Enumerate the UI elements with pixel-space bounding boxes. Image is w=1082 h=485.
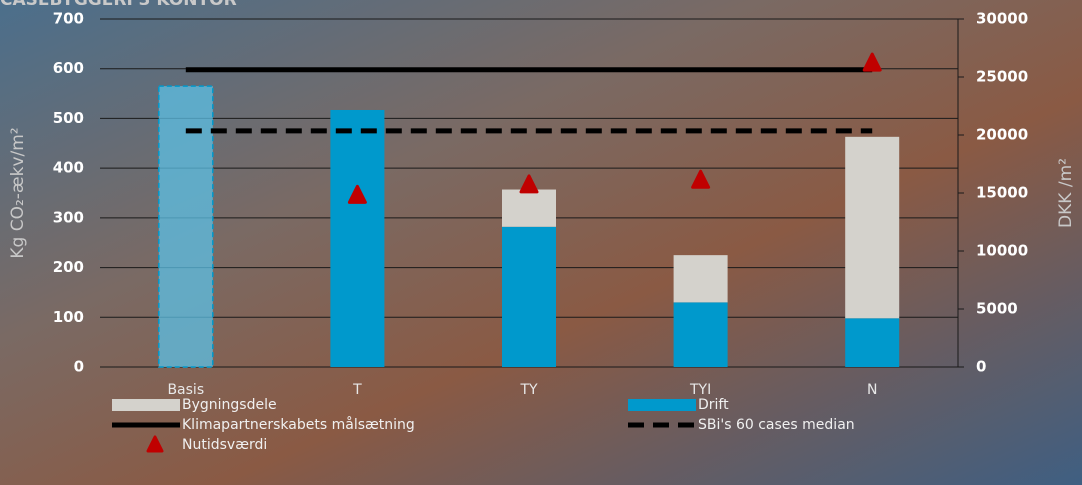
bar: [845, 136, 900, 319]
marker: [691, 169, 711, 189]
legend-label: Klimapartnerskabets målsætning: [182, 416, 415, 433]
y2-tick-label: 0: [976, 358, 986, 376]
legend-swatch: [146, 435, 164, 453]
y-tick-label: 700: [53, 10, 84, 28]
bar: [502, 189, 556, 227]
bar: [673, 302, 728, 367]
bar: [330, 109, 385, 367]
legend-swatch: [628, 399, 696, 411]
legend-label: Drift: [698, 397, 729, 413]
chart-title: CASEBYGGERI 3 KONTOR: [0, 0, 237, 10]
legend-swatch: [112, 399, 180, 411]
y2-tick-label: 30000: [976, 10, 1028, 28]
y-tick-label: 0: [74, 358, 84, 376]
x-tick-label: TYI: [689, 382, 711, 398]
y2-axis-label: DKK /m²: [1056, 158, 1076, 228]
marker: [519, 174, 539, 194]
y-tick-label: 600: [53, 59, 84, 77]
x-tick-label: Basis: [167, 382, 204, 398]
y2-tick-label: 15000: [976, 184, 1028, 202]
y2-tick-label: 10000: [976, 242, 1028, 260]
y-tick-label: 400: [53, 159, 84, 177]
legend-label: SBi's 60 cases median: [698, 417, 855, 433]
y-tick-label: 100: [53, 308, 84, 326]
y-tick-label: 500: [53, 109, 84, 127]
y-tick-label: 300: [53, 208, 84, 226]
y2-tick-label: 5000: [976, 300, 1018, 318]
legend-label: Bygningsdele: [182, 397, 277, 413]
y-axis-label: Kg CO₂-ækv/m²: [8, 127, 28, 258]
x-tick-label: TY: [519, 382, 538, 398]
x-tick-label: N: [867, 382, 877, 398]
bar: [502, 226, 556, 367]
bar: [845, 318, 900, 367]
bar: [673, 255, 728, 303]
bar: [158, 85, 214, 368]
y2-tick-label: 20000: [976, 126, 1028, 144]
y-tick-label: 200: [53, 258, 84, 276]
marker: [862, 52, 882, 72]
x-tick-label: T: [352, 382, 362, 398]
marker: [347, 184, 367, 204]
legend-label: Nutidsværdi: [182, 437, 267, 453]
y2-tick-label: 25000: [976, 68, 1028, 86]
